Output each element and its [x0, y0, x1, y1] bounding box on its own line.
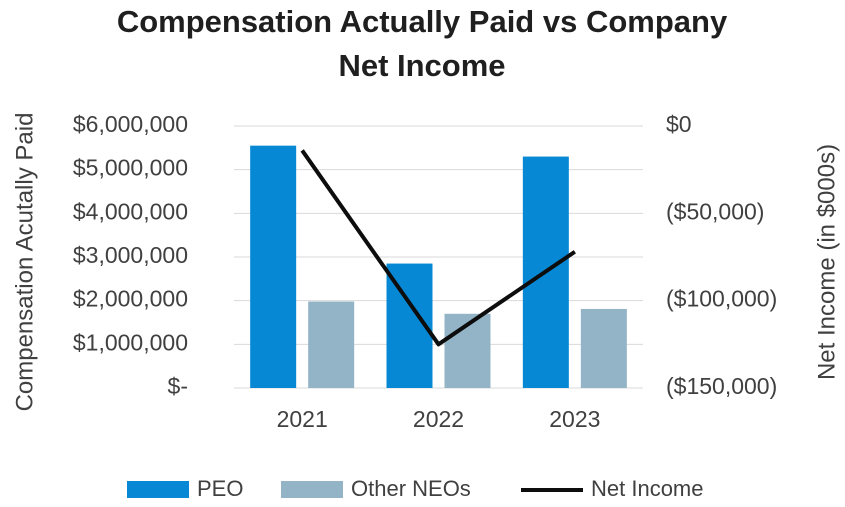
y-tick-label: $5,000,000: [73, 155, 188, 181]
chart-title-line: Compensation Actually Paid vs Company: [117, 4, 728, 39]
bars: [250, 145, 627, 388]
y-tick-label: $1,000,000: [73, 329, 188, 355]
y-tick-label: $4,000,000: [73, 198, 188, 224]
legend-swatch-peo: [127, 481, 189, 498]
y-tick-label: $-: [168, 373, 188, 399]
y-tick-label: $3,000,000: [73, 242, 188, 268]
net-income-line-group: [300, 149, 576, 347]
chart-title: Compensation Actually Paid vs Company Net…: [117, 4, 728, 83]
legend: PEO Other NEOs Net Income: [127, 476, 704, 501]
gridlines: [234, 125, 643, 389]
x-tick-label: 2022: [413, 406, 464, 432]
legend-swatch-other-neos: [281, 481, 343, 498]
x-axis-ticks: 2021 2022 2023: [277, 406, 601, 432]
right-axis-ticks: $0 ($50,000) ($100,000) ($150,000): [666, 111, 777, 399]
bar-peo-2021: [250, 145, 297, 388]
legend-label-other-neos: Other NEOs: [351, 476, 471, 501]
left-axis-ticks: $- $1,000,000 $2,000,000 $3,000,000 $4,000,0…: [73, 111, 188, 399]
bar-other-neos-2021: [308, 301, 355, 388]
legend-label-net-income: Net Income: [591, 476, 704, 501]
y-tick-label: $2,000,000: [73, 286, 188, 312]
y2-tick-label: ($100,000): [666, 286, 777, 312]
chart-title-line: Net Income: [338, 48, 505, 83]
y2-tick-label: $0: [666, 111, 692, 137]
y-axis-title: Compensation Acutally Paid: [11, 113, 38, 412]
y2-tick-label: ($50,000): [666, 198, 764, 224]
x-tick-label: 2023: [549, 406, 600, 432]
bar-other-neos-2023: [580, 308, 627, 388]
legend-label-peo: PEO: [197, 476, 243, 501]
y-tick-label: $6,000,000: [73, 111, 188, 137]
net-income-line: [300, 149, 576, 347]
y2-tick-label: ($150,000): [666, 373, 777, 399]
y2-axis-title: Net Income (in $000s): [813, 144, 840, 380]
x-tick-label: 2021: [277, 406, 328, 432]
